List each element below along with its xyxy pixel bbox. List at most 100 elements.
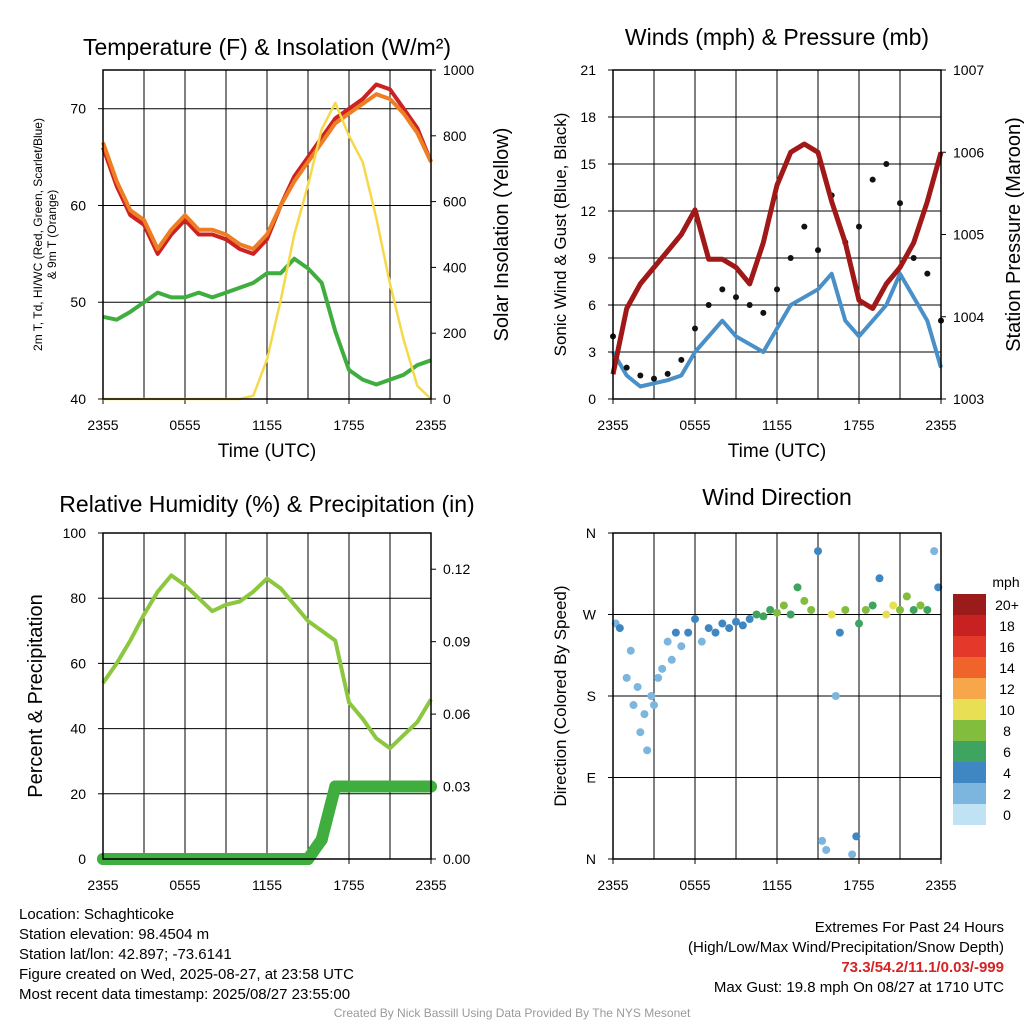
direction-point <box>786 610 795 619</box>
y-axis-label-right: Station Pressure (Maroon) <box>1003 117 1024 352</box>
direction-point <box>711 628 720 637</box>
y-tick-label-right: 1006 <box>953 144 984 160</box>
direction-point <box>923 605 932 614</box>
legend-title: mph <box>992 574 1019 590</box>
y-tick-label-right: 0.12 <box>443 561 470 577</box>
legend-swatch <box>953 678 986 699</box>
series-line-station-pressure <box>610 141 944 375</box>
direction-point <box>855 619 863 628</box>
direction-point <box>643 746 652 755</box>
y-tick-label-left: 100 <box>63 525 87 541</box>
y-tick-label-left: 9 <box>588 250 596 266</box>
y-tick-label-left: 3 <box>588 344 596 360</box>
plot-frame <box>612 532 942 860</box>
x-tick-label: 0555 <box>169 417 200 433</box>
extremes-values: 73.3/54.2/11.1/0.03/-999 <box>841 959 1004 976</box>
y-tick-label-right: 1004 <box>953 309 984 325</box>
legend-label: 2 <box>1003 786 1011 802</box>
legend-label: 12 <box>999 681 1015 697</box>
direction-point <box>633 682 642 691</box>
gust-point <box>815 247 821 254</box>
gust-point <box>692 325 698 332</box>
legend-label: 8 <box>1003 723 1011 739</box>
legend-label: 6 <box>1003 744 1011 760</box>
direction-point <box>827 610 836 619</box>
direction-point <box>738 621 747 630</box>
gust-point <box>623 364 630 371</box>
direction-point <box>861 605 870 614</box>
direction-point <box>718 619 727 628</box>
y-tick-label-left: 60 <box>70 197 86 213</box>
x-tick-label: 2355 <box>87 417 118 433</box>
panel-title: Temperature (F) & Insolation (W/m²) <box>83 34 451 60</box>
x-tick-label: 2355 <box>415 877 446 893</box>
direction-point <box>800 596 809 605</box>
y-axis-label-left: 2m T, Td, HI/WC (Red, Green, Scarlet/Blu… <box>31 118 45 351</box>
extremes-panel: Extremes For Past 24 Hours (High/Low/Max… <box>688 918 1004 998</box>
plot-frame <box>102 532 432 860</box>
y-tick-label-direction: W <box>583 607 597 623</box>
legend-swatch <box>953 762 986 783</box>
x-tick-label: 2355 <box>597 417 628 433</box>
direction-point <box>930 547 939 556</box>
direction-point <box>704 624 713 633</box>
gust-point <box>760 309 767 316</box>
gust-point <box>924 270 931 277</box>
panel-title: Relative Humidity (%) & Precipitation (i… <box>59 491 474 517</box>
direction-point <box>909 605 918 614</box>
station-info: Location: Schaghticoke Station elevation… <box>19 905 354 1005</box>
direction-point <box>658 664 667 673</box>
direction-point <box>667 655 676 664</box>
y-tick-label-left: 70 <box>70 101 86 117</box>
y-tick-label-left: 50 <box>70 294 86 310</box>
y-tick-label-left: 0 <box>78 851 86 867</box>
direction-point <box>663 637 672 646</box>
y-tick-label-right: 400 <box>443 259 467 275</box>
x-tick-label: 1155 <box>252 417 282 433</box>
direction-point <box>725 624 734 633</box>
series-line-sonic-wind <box>611 271 943 389</box>
x-axis-label: Time (UTC) <box>728 441 827 462</box>
x-tick-label: 0555 <box>169 877 200 893</box>
y-tick-label-left: 20 <box>70 786 86 802</box>
y-tick-label-direction: S <box>587 688 596 704</box>
extremes-subtitle: (High/Low/Max Wind/Precipitation/Snow De… <box>688 939 1004 956</box>
series-line-9m-t <box>101 92 433 251</box>
station-elevation: Station elevation: 98.4504 m <box>19 926 210 943</box>
direction-point <box>835 628 844 637</box>
legend-swatch <box>953 804 986 825</box>
direction-point <box>626 646 635 655</box>
direction-point <box>684 628 693 637</box>
y-axis-label-right: Solar Insolation (Yellow) <box>491 128 513 342</box>
panel-title: Wind Direction <box>702 484 852 510</box>
panel-title: Winds (mph) & Pressure (mb) <box>625 24 929 50</box>
y-tick-label-direction: N <box>586 525 596 541</box>
y-tick-label-right: 200 <box>443 325 467 341</box>
y-tick-label-left: 6 <box>588 297 596 313</box>
direction-point <box>691 615 699 624</box>
y-tick-label-left: 15 <box>580 156 596 172</box>
gust-point <box>746 302 753 308</box>
direction-point <box>622 673 631 682</box>
x-tick-label: 1755 <box>843 877 874 893</box>
direction-point <box>889 601 898 610</box>
x-tick-label: 2355 <box>925 877 956 893</box>
legend-label: 0 <box>1003 807 1011 823</box>
direction-point <box>636 728 645 737</box>
direction-point <box>773 608 781 617</box>
direction-point <box>822 845 831 854</box>
y-tick-label-left: 40 <box>70 391 86 407</box>
direction-point <box>896 605 904 614</box>
station-latlon: Station lat/lon: 42.897; -73.6141 <box>19 946 232 963</box>
direction-point <box>745 615 754 624</box>
extremes-title: Extremes For Past 24 Hours <box>814 919 1004 936</box>
max-gust: Max Gust: 19.8 mph On 08/27 at 1710 UTC <box>713 979 1004 996</box>
direction-point <box>677 642 686 651</box>
legend-swatch <box>953 783 986 804</box>
y-tick-label-left: 21 <box>580 62 596 78</box>
direction-point <box>647 692 656 700</box>
direction-point <box>841 605 850 614</box>
y-tick-label-right: 0.00 <box>443 851 470 867</box>
direction-point <box>807 605 816 614</box>
direction-point <box>868 601 877 610</box>
